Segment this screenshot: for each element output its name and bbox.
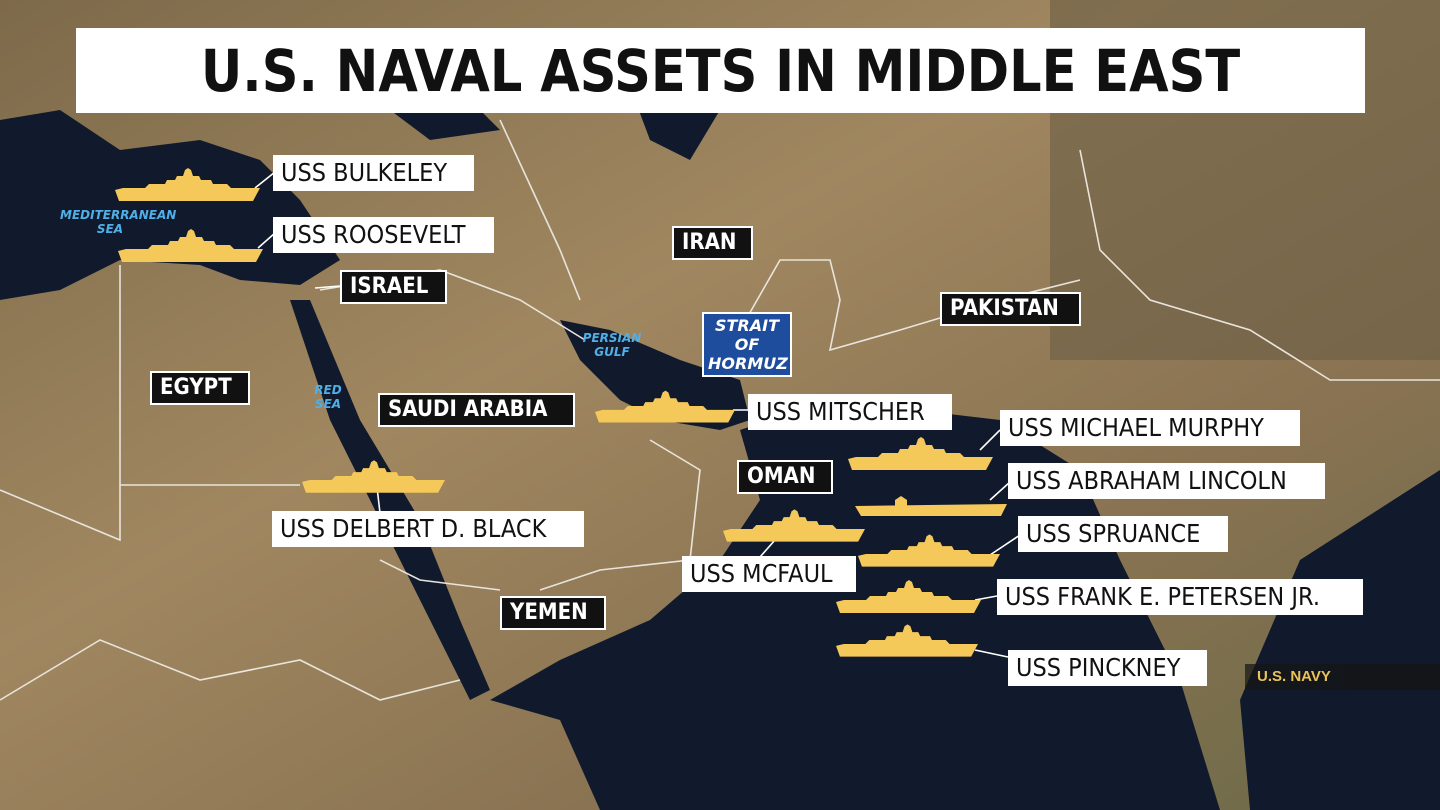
ship-label-michael-murphy: USS MICHAEL MURPHY	[1000, 410, 1301, 446]
country-label-pakistan: PAKISTAN	[940, 292, 1081, 326]
sea-label-red: RED SEA	[314, 383, 342, 411]
destroyer-icon	[858, 534, 1000, 568]
country-label-egypt: EGYPT	[150, 371, 250, 405]
ship-label-mcfaul: USS MCFAUL	[682, 556, 857, 592]
ship-label-bulkeley: USS BULKELEY	[273, 155, 474, 191]
ship-label-frank-e-petersen-jr: USS FRANK E. PETERSEN JR.	[997, 579, 1363, 615]
destroyer-icon	[302, 460, 445, 494]
ship-label-abraham-lincoln: USS ABRAHAM LINCOLN	[1008, 463, 1325, 499]
ship-label-pinckney: USS PINCKNEY	[1008, 650, 1207, 686]
country-label-iran: IRAN	[672, 226, 753, 260]
strait-of-hormuz-label: STRAIT OF HORMUZ	[702, 312, 792, 377]
ship-label-spruance: USS SPRUANCE	[1018, 516, 1228, 552]
destroyer-icon	[723, 509, 865, 543]
destroyer-icon	[836, 580, 981, 614]
country-label-oman: OMAN	[737, 460, 834, 494]
sea-label-mediterranean: MEDITERRANEAN SEA	[60, 208, 177, 236]
destroyer-icon	[836, 624, 978, 658]
destroyer-icon	[848, 437, 993, 471]
title-bar: U.S. NAVAL ASSETS IN MIDDLE EAST	[76, 28, 1365, 113]
ship-label-mitscher: USS MITSCHER	[748, 394, 952, 430]
page-title: U.S. NAVAL ASSETS IN MIDDLE EAST	[200, 36, 1241, 105]
ship-label-roosevelt: USS ROOSEVELT	[273, 217, 495, 253]
country-label-yemen: YEMEN	[500, 596, 607, 630]
ship-label-delbert-d-black: USS DELBERT D. BLACK	[272, 511, 584, 547]
country-label-israel: ISRAEL	[340, 270, 448, 304]
country-label-saudi-arabia: SAUDI ARABIA	[378, 393, 576, 427]
destroyer-icon	[115, 168, 260, 202]
sea-label-persian-gulf: PERSIAN GULF	[582, 331, 642, 359]
source-credit: U.S. NAVY	[1245, 664, 1440, 690]
destroyer-icon	[595, 390, 735, 424]
aircraft-carrier-icon	[855, 490, 1007, 524]
